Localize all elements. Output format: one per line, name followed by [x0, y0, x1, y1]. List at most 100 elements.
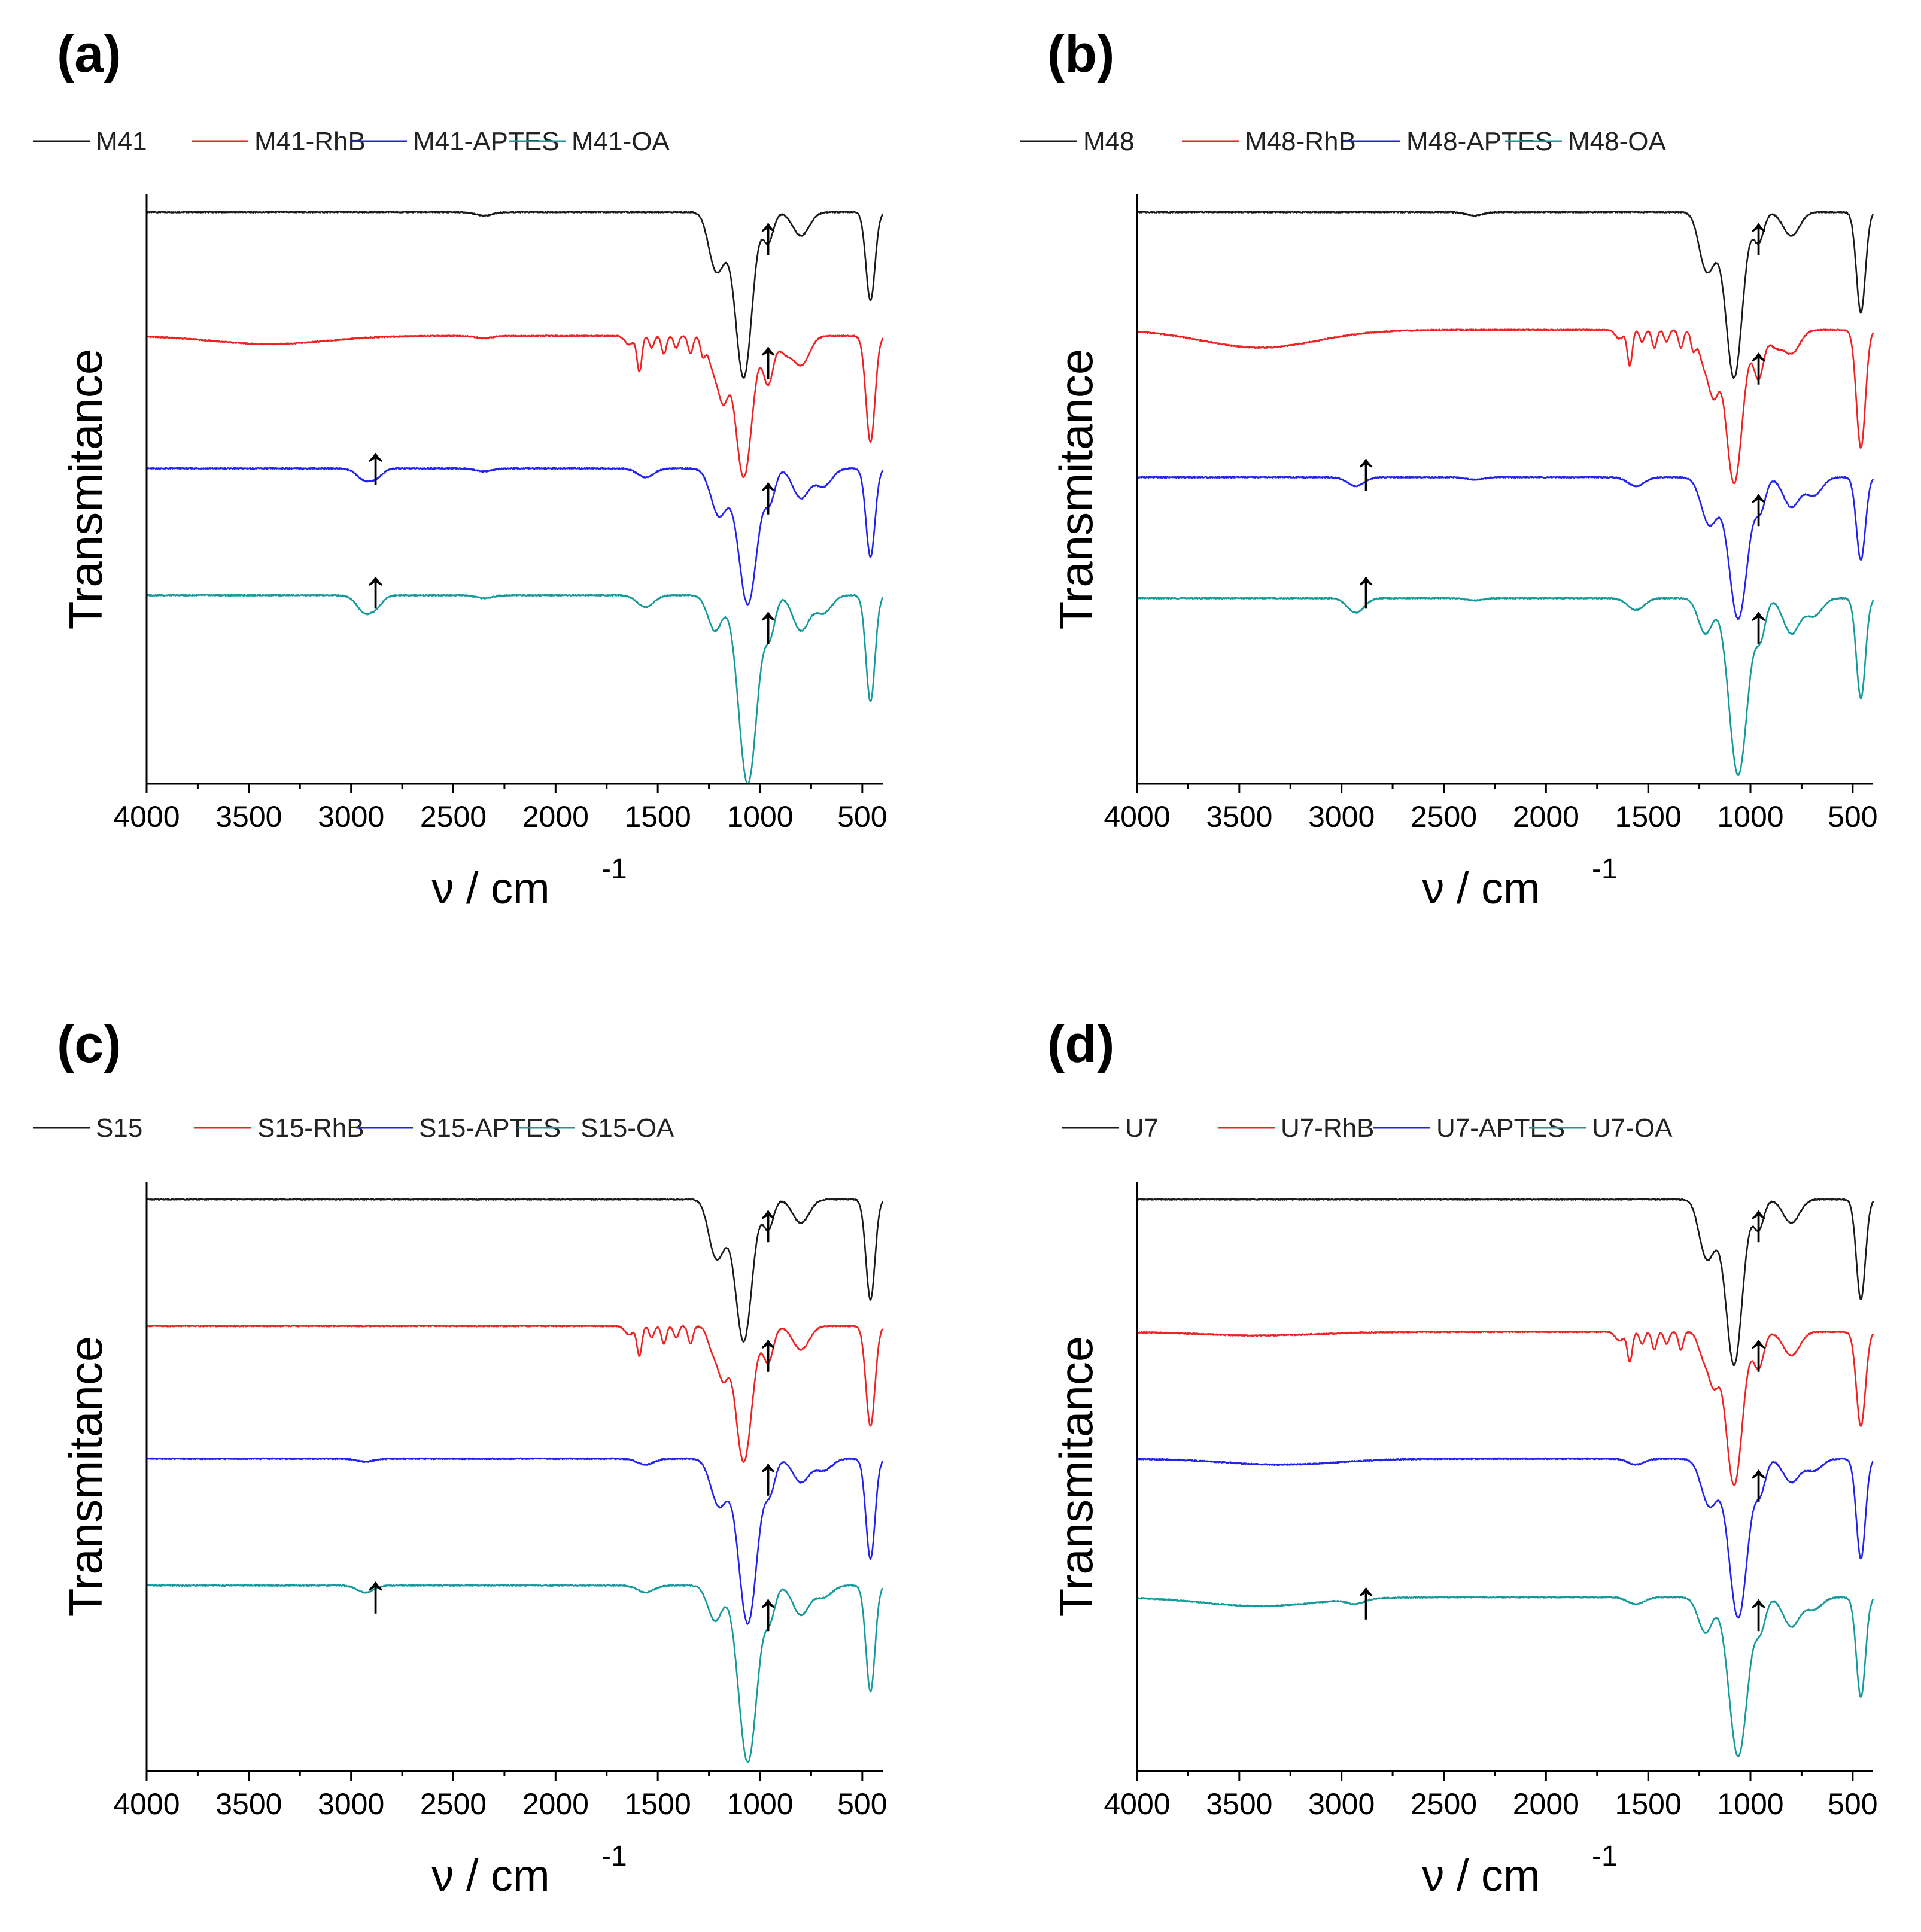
- x-axis-title-superscript: -1: [601, 853, 627, 885]
- x-tick-label: 3000: [1308, 1787, 1375, 1821]
- x-tick-label: 1500: [1615, 800, 1682, 833]
- annotation-arrow-icon: ↑: [755, 1582, 782, 1642]
- x-axis-title: ν / cm: [1422, 1851, 1540, 1900]
- annotation-arrow-icon: ↑: [1352, 559, 1379, 619]
- annotation-arrow-icon: ↑: [1745, 1452, 1772, 1512]
- x-tick-label: 2500: [420, 1787, 487, 1821]
- x-tick-label: 1000: [727, 800, 793, 833]
- annotation-arrow-icon: ↑: [1352, 1570, 1379, 1630]
- series-line-M41-OA: [146, 594, 883, 785]
- y-axis-title: Transmitance: [1050, 1336, 1102, 1617]
- series-line-S15: [146, 1198, 883, 1343]
- legend-label: M41: [96, 127, 147, 156]
- legend-label: S15: [96, 1113, 142, 1143]
- x-axis-title: ν / cm: [1422, 863, 1540, 913]
- x-tick-label: 1000: [727, 1787, 793, 1821]
- panel-label: (c): [57, 1014, 121, 1073]
- series-line-U7-RhB: [1136, 1330, 1874, 1486]
- legend-label: M48: [1083, 127, 1135, 156]
- x-axis-title-superscript: -1: [1592, 1840, 1618, 1872]
- series-line-U7: [1136, 1198, 1874, 1367]
- y-axis-title: Transmitance: [59, 1336, 112, 1617]
- x-axis-title-superscript: -1: [1592, 853, 1618, 885]
- x-axis-title-superscript: -1: [601, 1840, 627, 1872]
- x-tick-label: 4000: [113, 800, 180, 833]
- x-tick-label: 2000: [522, 800, 589, 833]
- series-line-M41: [145, 211, 883, 379]
- y-axis-title: Transmitance: [1050, 349, 1102, 630]
- x-tick-label: 2000: [522, 1787, 589, 1821]
- legend-label: M48-RhB: [1245, 127, 1356, 156]
- annotation-arrow-icon: ↑: [755, 465, 782, 525]
- series-line-M41-APTES: [146, 467, 884, 606]
- panel-label: (d): [1047, 1014, 1114, 1073]
- series-line-M41-RhB: [145, 334, 884, 479]
- x-tick-label: 2500: [1411, 1787, 1477, 1821]
- series-line-S15-APTES: [145, 1457, 883, 1625]
- annotation-arrow-icon: ↑: [755, 1446, 782, 1506]
- x-tick-label: 4000: [1104, 1787, 1170, 1821]
- x-tick-label: 500: [1828, 800, 1877, 833]
- annotation-arrow-icon: ↑: [755, 1193, 782, 1253]
- annotation-arrow-icon: ↑: [362, 436, 389, 495]
- annotation-arrow-icon: ↑: [1745, 477, 1772, 537]
- x-tick-label: 500: [837, 1787, 887, 1821]
- series-line-U7-OA: [1136, 1596, 1874, 1758]
- series-line-S15-OA: [146, 1584, 883, 1763]
- legend-label: U7-OA: [1592, 1113, 1673, 1143]
- series-line-M48-OA: [1136, 597, 1874, 777]
- series-line-M48: [1136, 211, 1874, 379]
- annotation-arrow-icon: ↑: [1745, 206, 1772, 266]
- x-axis-title: ν / cm: [431, 863, 549, 913]
- legend-label: U7: [1125, 1113, 1159, 1143]
- x-tick-label: 1000: [1717, 800, 1783, 833]
- x-tick-label: 2000: [1513, 1787, 1579, 1821]
- legend-label: S15-RhB: [257, 1113, 364, 1143]
- x-tick-label: 3000: [1308, 800, 1375, 833]
- annotation-arrow-icon: ↑: [1745, 595, 1772, 655]
- x-tick-label: 500: [837, 800, 887, 833]
- x-tick-label: 500: [1828, 1787, 1877, 1821]
- y-axis-title: Transmitance: [59, 349, 112, 630]
- annotation-arrow-icon: ↑: [755, 1322, 782, 1382]
- legend-label: S15-OA: [580, 1113, 674, 1143]
- x-tick-label: 2500: [1411, 800, 1477, 833]
- x-tick-label: 3000: [318, 1787, 384, 1821]
- series-line-M48-APTES: [1136, 476, 1874, 620]
- annotation-arrow-icon: ↑: [1745, 1322, 1772, 1382]
- x-tick-label: 1000: [1717, 1787, 1783, 1821]
- series-line-S15-RhB: [145, 1325, 883, 1463]
- legend-label: M41-OA: [572, 127, 670, 156]
- panel-label: (a): [57, 24, 121, 83]
- series-line-U7-APTES: [1136, 1457, 1874, 1619]
- annotation-arrow-icon: ↑: [1745, 1193, 1772, 1253]
- x-tick-label: 3500: [1206, 800, 1272, 833]
- x-tick-label: 4000: [1104, 800, 1170, 833]
- annotation-arrow-icon: ↑: [1745, 1582, 1772, 1642]
- legend-label: M41-RhB: [254, 127, 366, 156]
- annotation-arrow-icon: ↑: [755, 595, 782, 655]
- x-tick-label: 1500: [1615, 1787, 1682, 1821]
- x-tick-label: 2500: [420, 800, 487, 833]
- legend-label: M48-OA: [1568, 127, 1666, 156]
- annotation-arrow-icon: ↑: [1352, 442, 1379, 501]
- x-tick-label: 3500: [215, 800, 282, 833]
- series-line-M48-RhB: [1136, 328, 1874, 485]
- x-tick-label: 4000: [113, 1787, 180, 1821]
- annotation-arrow-icon: ↑: [362, 1564, 389, 1624]
- panel-label: (b): [1047, 24, 1114, 83]
- x-tick-label: 3500: [1206, 1787, 1272, 1821]
- legend-label: U7-RhB: [1281, 1113, 1375, 1143]
- x-axis-title: ν / cm: [431, 1851, 549, 1900]
- x-tick-label: 1500: [625, 800, 691, 833]
- x-tick-label: 2000: [1513, 800, 1579, 833]
- x-tick-label: 1500: [625, 1787, 691, 1821]
- x-tick-label: 3000: [318, 800, 384, 833]
- annotation-arrow-icon: ↑: [1745, 335, 1772, 395]
- x-tick-label: 3500: [215, 1787, 282, 1821]
